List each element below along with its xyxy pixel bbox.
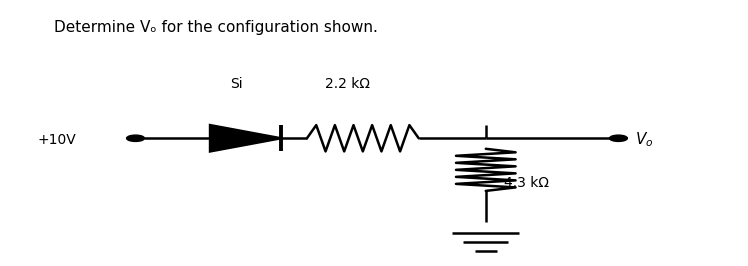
Text: $V_o$: $V_o$ bbox=[635, 130, 653, 149]
Text: Determine Vₒ for the configuration shown.: Determine Vₒ for the configuration shown… bbox=[54, 20, 378, 35]
Circle shape bbox=[610, 135, 628, 142]
Polygon shape bbox=[210, 125, 280, 151]
Text: Si: Si bbox=[230, 77, 242, 91]
Text: +10V: +10V bbox=[37, 132, 76, 147]
Text: 2.2 kΩ: 2.2 kΩ bbox=[325, 77, 370, 91]
Circle shape bbox=[126, 135, 144, 142]
Text: 4.3 kΩ: 4.3 kΩ bbox=[504, 176, 550, 190]
